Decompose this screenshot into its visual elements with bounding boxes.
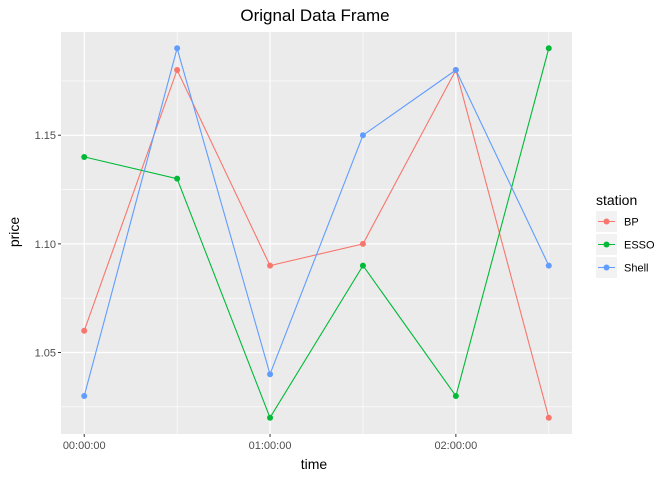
y-tick-labels: 1.05 1.10 1.15 bbox=[35, 130, 56, 359]
data-point-esso bbox=[174, 175, 181, 182]
data-point-shell bbox=[267, 371, 274, 378]
series-points bbox=[81, 45, 552, 421]
data-point-shell bbox=[545, 262, 552, 269]
x-tick-labels: 00:00:00 01:00:00 02:00:00 bbox=[63, 440, 477, 452]
series-line-shell bbox=[83, 46, 550, 397]
x-tick-label: 00:00:00 bbox=[63, 440, 106, 452]
minor-gridlines bbox=[61, 32, 572, 434]
legend-title: station bbox=[596, 192, 637, 208]
legend-item-shell: Shell bbox=[596, 257, 648, 278]
data-point-esso bbox=[267, 414, 274, 421]
y-tick-label: 1.05 bbox=[35, 348, 56, 360]
plot-panel bbox=[61, 32, 572, 434]
data-point-shell bbox=[359, 132, 366, 139]
data-point-esso bbox=[359, 262, 366, 269]
legend-item-bp: BP bbox=[596, 211, 639, 232]
legend-key-point bbox=[603, 241, 610, 248]
data-point-shell bbox=[452, 67, 459, 74]
y-tick-label: 1.10 bbox=[35, 239, 56, 251]
data-point-esso bbox=[545, 45, 552, 52]
legend: station BP ESSO Shell bbox=[596, 192, 655, 278]
series-lines bbox=[83, 46, 550, 419]
chart-title: Orignal Data Frame bbox=[240, 6, 389, 25]
legend-key-point bbox=[603, 264, 610, 271]
legend-label: Shell bbox=[624, 263, 648, 275]
data-point-bp bbox=[359, 240, 366, 247]
series-line-esso bbox=[84, 48, 550, 419]
legend-key-point bbox=[603, 218, 610, 225]
data-point-bp bbox=[81, 327, 88, 334]
y-tick-label: 1.15 bbox=[35, 130, 56, 142]
x-tick-label: 02:00:00 bbox=[434, 440, 477, 452]
data-point-bp bbox=[174, 67, 181, 74]
y-axis-title: price bbox=[6, 217, 22, 248]
data-point-shell bbox=[81, 392, 88, 399]
x-tick-label: 01:00:00 bbox=[249, 440, 292, 452]
legend-item-esso: ESSO bbox=[596, 234, 655, 255]
data-point-esso bbox=[452, 392, 459, 399]
legend-label: ESSO bbox=[624, 240, 655, 252]
legend-label: BP bbox=[624, 217, 639, 229]
axis-ticks bbox=[58, 134, 457, 437]
data-point-bp bbox=[545, 414, 552, 421]
x-axis-title: time bbox=[301, 456, 328, 472]
data-point-esso bbox=[81, 153, 88, 160]
data-point-shell bbox=[174, 45, 181, 52]
data-point-bp bbox=[267, 262, 274, 269]
